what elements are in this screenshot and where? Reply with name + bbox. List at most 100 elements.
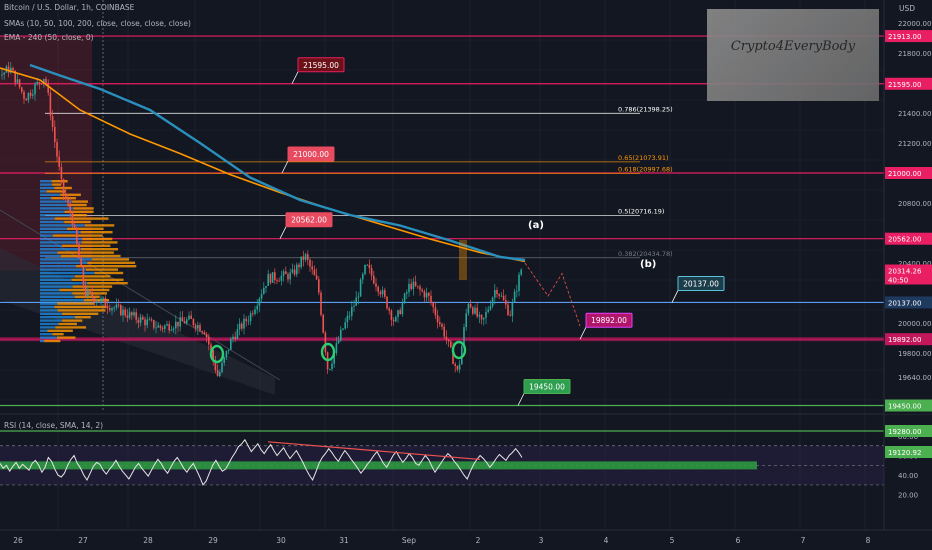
volume-bar-orange: [56, 336, 76, 339]
fib-level-label: 0.382(20434.78): [618, 250, 673, 258]
callout-pointer: [579, 327, 587, 340]
candle-body: [223, 357, 225, 363]
volume-bar-blue: [40, 261, 88, 264]
candle-body: [516, 290, 518, 292]
candle-body: [379, 291, 382, 295]
volume-bar-blue: [40, 305, 55, 309]
time-tick-label: 26: [13, 536, 23, 545]
candle-body: [201, 331, 203, 333]
sma-line: [29, 63, 526, 262]
candle-body: [300, 256, 302, 268]
callout-pointer: [279, 226, 287, 239]
time-tick-label: 28: [143, 536, 153, 545]
price-tag: [885, 399, 932, 412]
candle-body: [344, 322, 346, 329]
candle-body: [252, 313, 254, 315]
candle-body: [291, 269, 294, 273]
candle-body: [335, 343, 338, 353]
sma-indicator-label[interactable]: SMAs (10, 50, 100, 200, close, close, cl…: [4, 19, 191, 28]
candle-body: [276, 280, 278, 281]
price-tag-label: 19450.00: [888, 403, 921, 411]
candle-body: [309, 259, 311, 267]
candle-body: [197, 325, 199, 329]
volume-bar-blue: [40, 180, 52, 183]
price-tag-label: 20137.00: [888, 299, 921, 307]
time-tick-label: 29: [208, 536, 218, 545]
volume-bar-blue: [40, 339, 45, 343]
volume-bar-orange: [87, 261, 136, 264]
candle-body: [60, 166, 63, 179]
volume-bar-blue: [40, 220, 65, 224]
fib-level-label: 0.5(20716.19): [618, 208, 664, 216]
candle-body: [91, 292, 93, 298]
candle-body: [71, 213, 74, 226]
candle-body: [496, 290, 498, 295]
candle-body: [21, 87, 23, 92]
candle-body: [439, 322, 441, 325]
candle-body: [29, 92, 32, 96]
candle-body: [392, 319, 395, 322]
candle-body: [111, 308, 113, 311]
candle-body: [399, 310, 401, 315]
time-tick-label: 27: [78, 536, 88, 545]
volume-bar-orange: [57, 302, 95, 305]
projection-path: [524, 262, 581, 327]
candle-body: [18, 79, 21, 88]
candle-body: [177, 321, 179, 327]
rsi-indicator-label[interactable]: RSI (14, close, SMA, 14, 2): [4, 421, 104, 430]
volume-bar-orange: [55, 326, 86, 329]
candle-body: [386, 296, 388, 309]
candle-body: [203, 332, 206, 335]
candle-body: [260, 294, 263, 299]
price-tag-label: 19280.00: [888, 428, 921, 436]
volume-bar-orange: [87, 282, 128, 285]
symbol-title[interactable]: Bitcoin / U.S. Dollar, 1h, COINBASE: [4, 3, 135, 12]
candle-body: [117, 304, 120, 306]
volume-bar-orange: [94, 271, 124, 275]
candle-body: [340, 329, 342, 341]
candle-body: [190, 315, 192, 319]
candle-body: [76, 227, 78, 244]
volume-bar-orange: [74, 316, 91, 319]
candle-body: [518, 274, 520, 291]
candle-body: [436, 315, 439, 323]
candle-body: [467, 303, 470, 314]
candle-body: [452, 347, 454, 365]
candle-body: [355, 297, 357, 306]
volume-bar-blue: [40, 322, 59, 326]
candle-body: [243, 318, 245, 329]
price-tick-label: 20000.00: [898, 320, 931, 328]
wave-label-a: (a): [528, 220, 544, 231]
candle-body: [95, 301, 98, 303]
candle-body: [80, 258, 82, 267]
candle-body: [25, 98, 27, 101]
volume-bar-blue: [40, 210, 65, 213]
candle-body: [472, 307, 474, 314]
candle-body: [188, 315, 190, 320]
volume-bar-blue: [40, 302, 58, 305]
candle-body: [69, 203, 71, 214]
candle-body: [269, 274, 272, 283]
callout-label: 19892.00: [591, 316, 627, 325]
candle-body: [456, 365, 459, 370]
candle-body: [395, 316, 397, 322]
ema-indicator-label[interactable]: EMA - 240 (50, close, 0): [4, 33, 94, 42]
candle-body: [161, 327, 164, 329]
volume-bar-orange: [82, 237, 113, 241]
candle-body: [463, 327, 465, 347]
volume-bar-blue: [40, 186, 55, 190]
candle-body: [322, 314, 324, 333]
price-tick-label: 21200.00: [898, 140, 931, 148]
candle-body: [245, 318, 247, 322]
candle-body: [401, 302, 404, 315]
callout-box: [287, 146, 335, 162]
callout-box: [285, 212, 333, 228]
candle-body: [236, 329, 239, 340]
time-tick-label: 30: [276, 536, 286, 545]
watermark-text: Crypto4EveryBody: [730, 39, 856, 54]
candle-body: [102, 297, 104, 299]
volume-bar-orange: [60, 254, 121, 258]
callout-pointer: [671, 290, 679, 303]
callout-box: [297, 57, 345, 73]
candle-body: [359, 279, 362, 297]
